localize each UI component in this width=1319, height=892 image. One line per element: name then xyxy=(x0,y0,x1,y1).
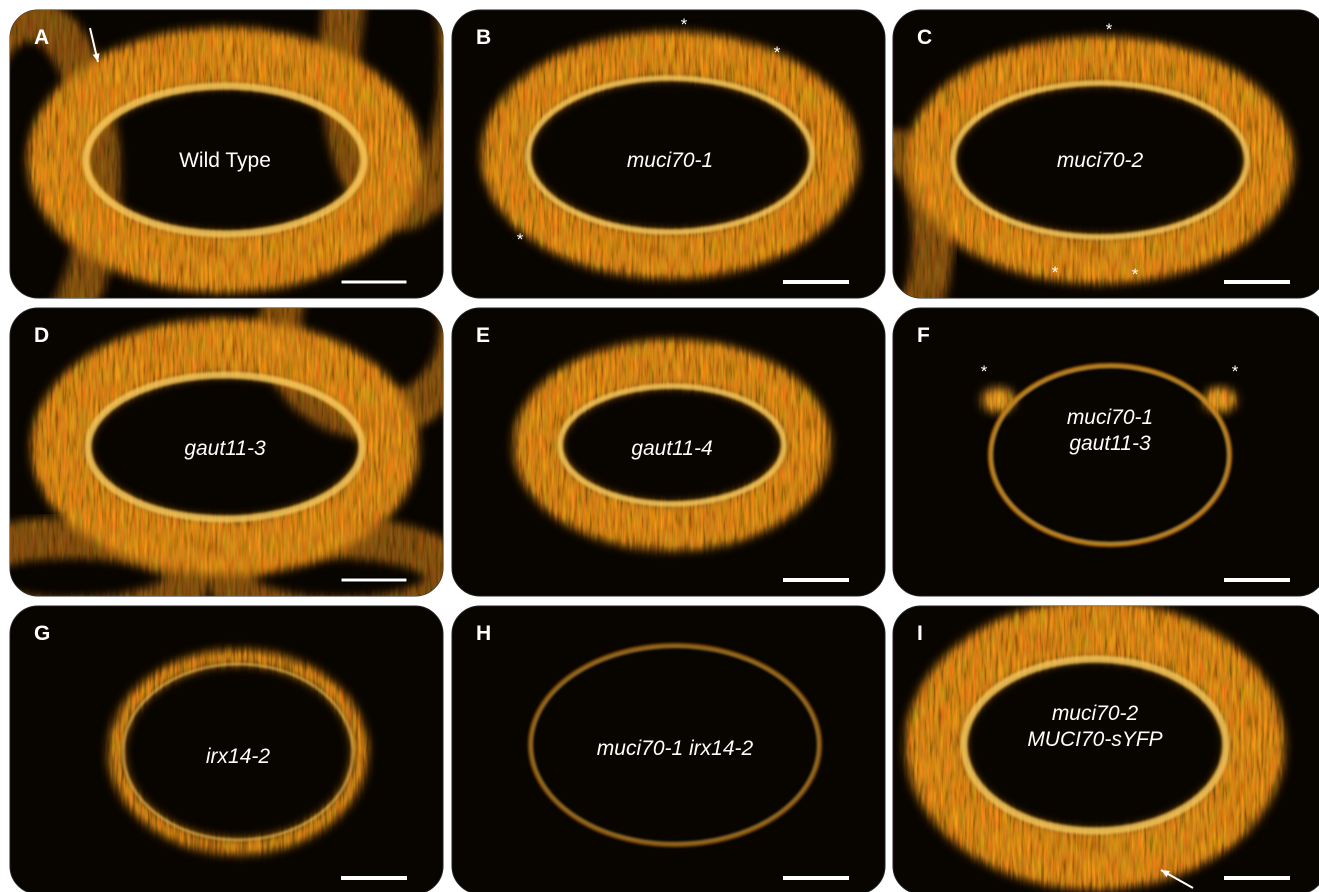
panel-letter: G xyxy=(34,622,50,645)
genotype-label: gaut11-4 xyxy=(631,437,712,460)
panel-letter: H xyxy=(476,622,491,645)
panel-letter: B xyxy=(476,26,491,49)
genotype-label: MUCI70-sYFP xyxy=(1027,728,1162,751)
genotype-label: muci70-1 irx14-2 xyxy=(597,737,754,760)
panel-letter: A xyxy=(34,26,49,49)
genotype-label: muci70-1 xyxy=(627,149,713,172)
scale-bar xyxy=(1224,280,1290,284)
scale-bar xyxy=(783,876,849,880)
scale-bar xyxy=(1224,876,1290,880)
panel-letter: D xyxy=(34,324,49,347)
panel: A Wild Type xyxy=(0,0,460,340)
asterisk: * xyxy=(1232,362,1239,381)
asterisk: * xyxy=(981,362,988,381)
genotype-label: muci70-1 xyxy=(1067,406,1153,429)
scale-bar xyxy=(1224,578,1290,582)
panel-letter: C xyxy=(917,26,932,49)
asterisk: * xyxy=(1052,263,1059,282)
panel-letter: E xyxy=(476,324,490,347)
mucilage-blob xyxy=(982,388,1014,412)
genotype-label: irx14-2 xyxy=(206,745,271,768)
asterisk: * xyxy=(681,15,688,34)
scale-bar xyxy=(783,280,849,284)
genotype-label: muci70-2 xyxy=(1052,702,1139,725)
genotype-label: muci70-2 xyxy=(1057,149,1144,172)
panel-letter: I xyxy=(917,622,923,645)
panel-letter: F xyxy=(917,324,930,347)
scale-bar xyxy=(783,578,849,582)
asterisk: * xyxy=(517,230,524,249)
page: {"panels": [ {"letter": "A", "label": ["… xyxy=(0,0,1319,892)
scale-bar xyxy=(341,280,407,284)
genotype-label: gaut11-3 xyxy=(1069,432,1151,455)
asterisk: * xyxy=(774,43,781,62)
asterisk: * xyxy=(1106,20,1113,39)
genotype-label: gaut11-3 xyxy=(184,437,266,460)
figure: A Wild Type Bmuci70-1 * * * Cmuci70-2 * * * Dgaut1… xyxy=(0,0,1319,892)
scale-bar xyxy=(341,876,407,880)
scale-bar xyxy=(341,578,407,582)
asterisk: * xyxy=(1132,265,1139,284)
genotype-label: Wild Type xyxy=(179,149,271,172)
mucilage-blob xyxy=(1204,388,1236,412)
